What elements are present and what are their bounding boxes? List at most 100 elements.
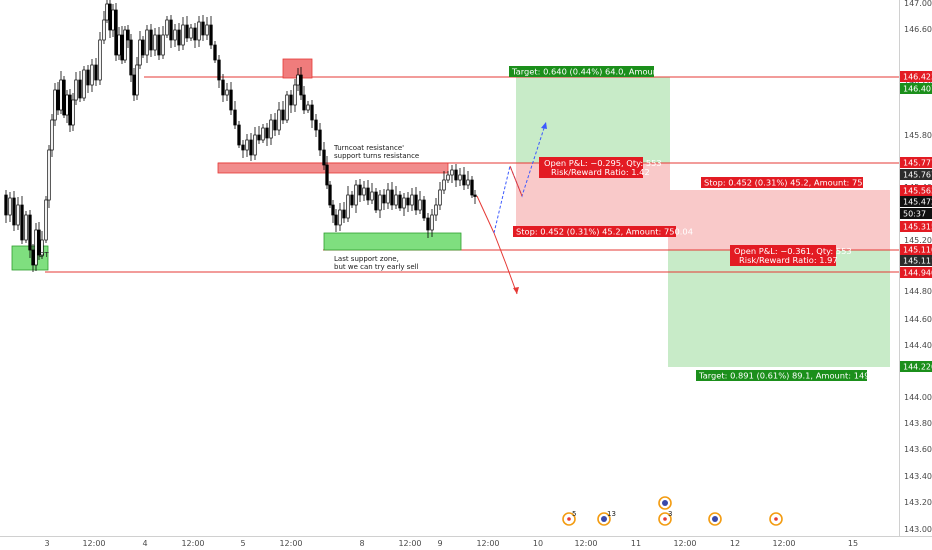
price-tag[interactable] <box>900 267 932 278</box>
time-tick-label: 12:00 <box>772 539 795 548</box>
candle-body <box>237 124 241 146</box>
candle-body <box>108 3 112 31</box>
candle-body <box>213 44 217 61</box>
time-tick-label: 8 <box>359 539 364 548</box>
candle-body <box>141 39 145 56</box>
candle-body <box>181 24 185 46</box>
candle-body <box>410 194 414 206</box>
candle-body <box>249 139 253 156</box>
price-axis[interactable]: 147.000146.600146.200145.800145.400145.2… <box>899 0 932 536</box>
price-tag[interactable] <box>900 361 932 372</box>
candle-body <box>94 64 98 81</box>
resistance-zone[interactable] <box>217 162 449 174</box>
price-tag[interactable] <box>900 169 932 180</box>
bearish-projection-path <box>493 232 518 295</box>
time-tick-label: 12:00 <box>476 539 499 548</box>
price-tag[interactable] <box>900 71 932 82</box>
price-tag-label: 144.220 <box>903 363 932 372</box>
candle-body <box>149 29 153 51</box>
candle-body <box>24 214 28 241</box>
candle-body <box>12 197 16 226</box>
price-tick-label: 144.400 <box>904 341 932 350</box>
price-tag-label: 144.940 <box>903 269 932 278</box>
candle-body <box>37 229 41 256</box>
economic-events[interactable]: 5 13 3 <box>562 496 783 526</box>
time-axis[interactable]: 3 12:00 4 12:00 5 12:00 8 12:00 9 12:00 10 12:00 11 1… <box>0 536 932 549</box>
price-tick-label: 145.200 <box>904 236 932 245</box>
long-stop-badge[interactable] <box>513 226 676 237</box>
event-marker[interactable] <box>658 512 672 526</box>
time-tick-label: 12 <box>730 539 740 548</box>
price-axis-tags: 146.423 146.407 145.777 145.767 145.563 145.4… <box>900 71 932 372</box>
candle-body <box>165 19 169 36</box>
candle-body <box>229 89 233 111</box>
price-tag[interactable] <box>900 196 932 207</box>
short-pnl-badge[interactable] <box>730 245 836 266</box>
candle-body <box>430 214 434 231</box>
candle-body <box>362 187 366 196</box>
price-tag[interactable] <box>900 221 932 232</box>
candle-body <box>269 119 273 139</box>
candle-body <box>245 139 249 151</box>
short-rr-line2: Risk/Reward Ratio: 1.97 <box>739 255 838 265</box>
event-marker[interactable] <box>769 512 783 526</box>
price-tick-label: 143.000 <box>904 525 932 534</box>
short-target-badge[interactable] <box>696 370 867 381</box>
event-marker[interactable] <box>562 512 576 526</box>
candle-body <box>293 84 297 106</box>
time-tick-label: 10 <box>533 539 543 548</box>
support-zone[interactable] <box>323 232 462 251</box>
candle-body <box>16 204 20 226</box>
resistance-note-line2: support turns resistance <box>334 152 419 160</box>
price-tag[interactable] <box>900 255 932 266</box>
short-target-zone <box>668 250 890 367</box>
candle-body <box>225 89 229 96</box>
price-tag[interactable] <box>900 157 932 168</box>
candle-body <box>310 104 314 121</box>
long-pnl-line1: Open P&L: −0.295, Qty: 553 <box>544 158 662 168</box>
support-note-line2: but we can try early sell <box>334 263 419 271</box>
candle-body <box>62 79 66 116</box>
candle-body <box>406 197 410 206</box>
long-target-badge[interactable] <box>509 66 654 77</box>
price-tag[interactable] <box>900 83 932 94</box>
event-marker[interactable] <box>708 512 722 526</box>
candle-body <box>325 164 329 186</box>
candle-body <box>466 179 470 186</box>
candle-body <box>241 144 245 151</box>
price-tag[interactable] <box>900 185 932 196</box>
candle-body <box>78 79 82 99</box>
event-marker[interactable] <box>658 496 672 510</box>
long-pnl-badge[interactable] <box>539 157 643 178</box>
candle-body <box>28 214 32 251</box>
time-tick-label: 12:00 <box>574 539 597 548</box>
candle-body <box>454 169 458 181</box>
long-stop-label: Stop: 0.452 (0.31%) 45.2, Amount: 750.04 <box>516 227 693 237</box>
candle-body <box>426 217 430 231</box>
short-stop-badge[interactable] <box>701 177 863 188</box>
time-tick-label: 11 <box>631 539 641 548</box>
candle-body <box>306 104 310 111</box>
price-tag[interactable] <box>900 244 932 255</box>
candle-body <box>145 29 149 56</box>
candle-body <box>314 119 318 131</box>
candle-body <box>193 27 197 41</box>
candle-body <box>322 149 326 166</box>
candle-body <box>209 24 213 46</box>
candle-body <box>82 69 86 99</box>
candle-body <box>462 174 466 186</box>
candle-body <box>90 64 94 86</box>
candle-body <box>382 194 386 204</box>
price-tag-label: 145.110 <box>903 246 932 255</box>
candle-body <box>189 27 193 39</box>
candle-body <box>446 174 450 181</box>
candle-body <box>197 21 201 41</box>
candle-body <box>50 119 54 151</box>
event-marker[interactable] <box>597 512 611 526</box>
price-tag[interactable] <box>900 208 932 219</box>
candle-body <box>442 179 446 191</box>
candle-body <box>328 184 332 206</box>
support-note-line1: Last support zone, <box>334 255 399 263</box>
